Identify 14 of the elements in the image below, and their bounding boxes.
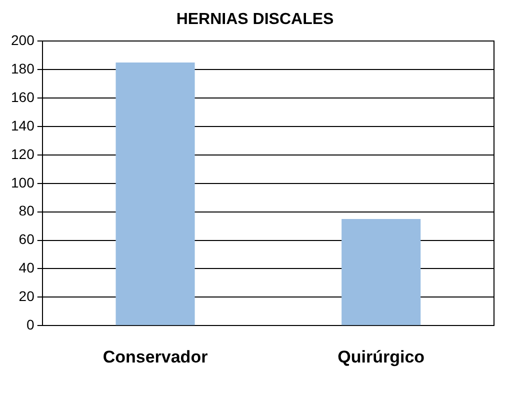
y-tick-label: 60 (18, 231, 35, 248)
y-tick-label: 200 (11, 32, 35, 48)
y-tick-label: 80 (18, 202, 35, 219)
chart-title: HERNIAS DISCALES (176, 11, 334, 28)
y-tick-label: 100 (11, 174, 35, 190)
x-tick-label: Quirúrgico (338, 347, 425, 366)
y-tick-label: 180 (11, 60, 35, 76)
x-tick-label: Conservador (102, 347, 208, 366)
y-tick-label: 120 (11, 146, 35, 162)
y-tick-label: 20 (18, 288, 35, 304)
y-tick-label: 40 (18, 260, 35, 276)
y-tick-label: 140 (11, 117, 35, 134)
y-tick-label: 0 (26, 316, 35, 332)
y-tick-label: 160 (11, 88, 35, 105)
